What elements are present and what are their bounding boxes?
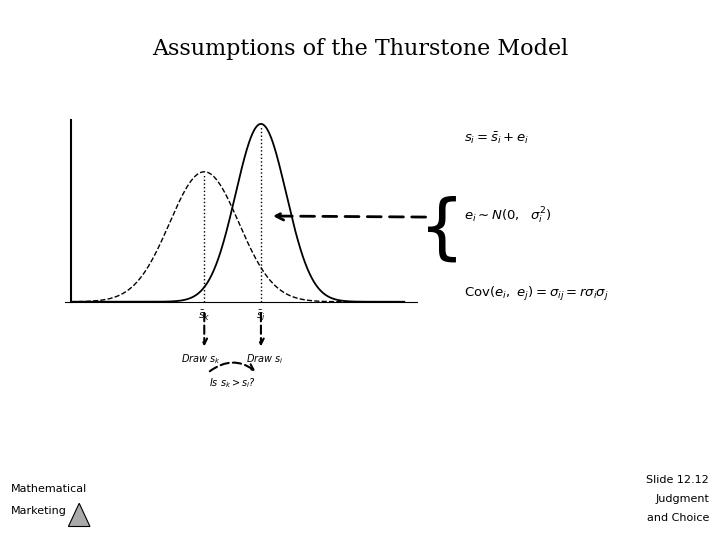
- Text: Is $s_k > s_i$?: Is $s_k > s_i$?: [210, 376, 256, 390]
- Text: Draw $s_i$: Draw $s_i$: [246, 353, 283, 366]
- Text: and Choice: and Choice: [647, 513, 709, 523]
- Text: Judgment: Judgment: [655, 494, 709, 504]
- Text: $\{$: $\{$: [418, 194, 457, 265]
- Text: Marketing: Marketing: [11, 505, 67, 516]
- Text: $s_i = \bar{s}_i + e_i$: $s_i = \bar{s}_i + e_i$: [464, 130, 529, 146]
- Text: $\mathrm{Cov}(e_i,\ e_j) = \sigma_{ij} = r\sigma_i\sigma_j$: $\mathrm{Cov}(e_i,\ e_j) = \sigma_{ij} =…: [464, 285, 609, 303]
- Polygon shape: [68, 503, 90, 526]
- Text: Assumptions of the Thurstone Model: Assumptions of the Thurstone Model: [152, 38, 568, 60]
- Text: Slide 12.12: Slide 12.12: [647, 475, 709, 485]
- Text: $e_i \sim N(0,\ \ \sigma_i^2)$: $e_i \sim N(0,\ \ \sigma_i^2)$: [464, 206, 552, 226]
- Text: Draw $s_k$: Draw $s_k$: [181, 353, 221, 366]
- Text: $\bar{s}_i$: $\bar{s}_i$: [256, 308, 266, 322]
- Text: Mathematical: Mathematical: [11, 484, 87, 494]
- Text: $\bar{s}_k$: $\bar{s}_k$: [198, 308, 210, 322]
